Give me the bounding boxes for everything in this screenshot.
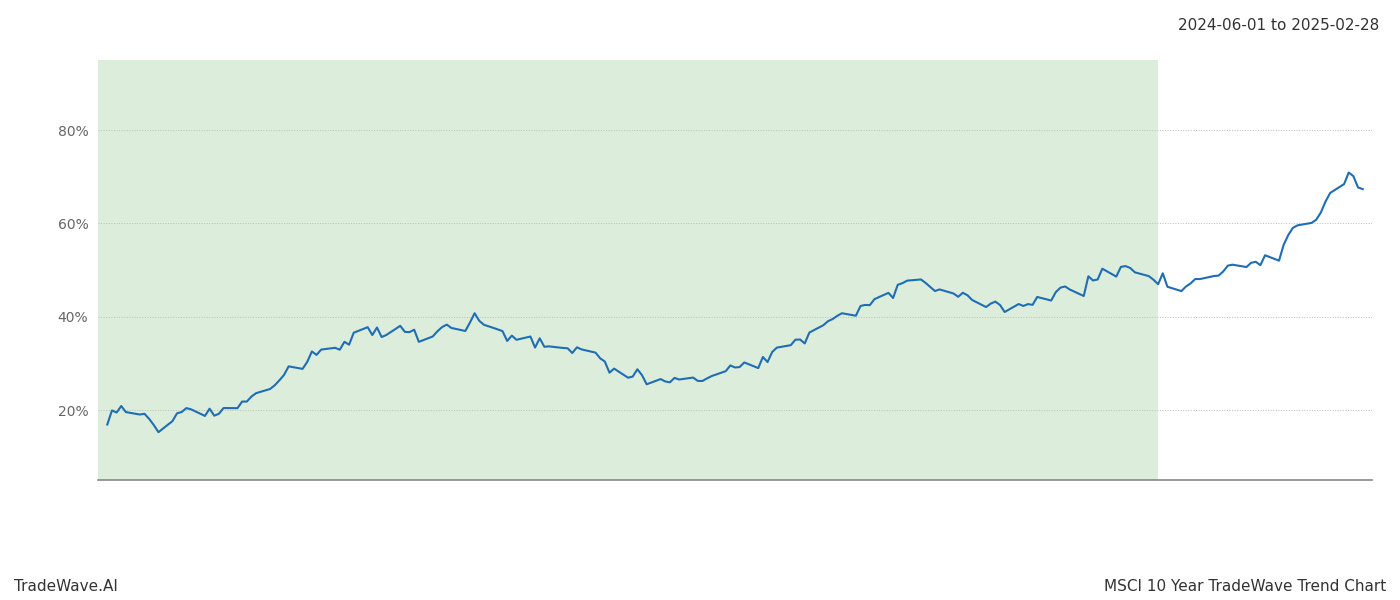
Bar	[98, 60, 1158, 480]
Text: MSCI 10 Year TradeWave Trend Chart: MSCI 10 Year TradeWave Trend Chart	[1103, 579, 1386, 594]
Text: TradeWave.AI: TradeWave.AI	[14, 579, 118, 594]
Text: 2024-06-01 to 2025-02-28: 2024-06-01 to 2025-02-28	[1177, 18, 1379, 33]
